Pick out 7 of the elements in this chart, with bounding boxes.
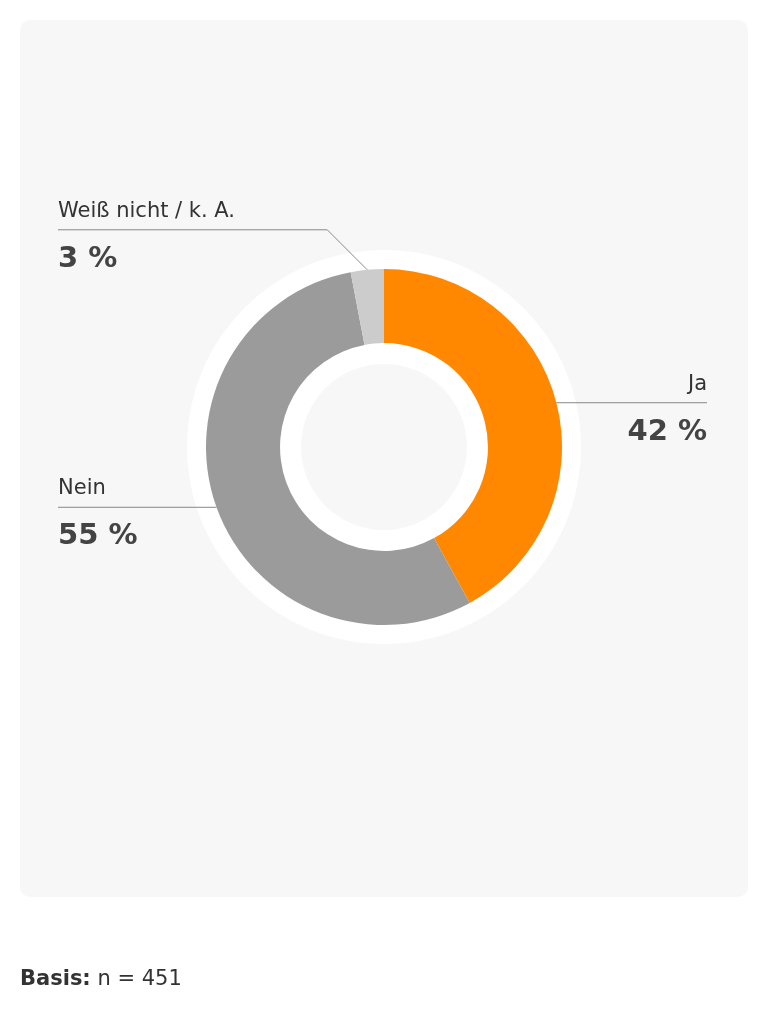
slice-label: Ja	[685, 370, 707, 395]
text: Basis: n = 451	[20, 966, 182, 990]
data-label: 55 %	[58, 517, 138, 552]
data-label: 42 %	[627, 412, 707, 447]
data-label: 3 %	[58, 239, 118, 274]
slice-label: Weiß nicht / k. A.	[58, 197, 236, 222]
slice-label: Nein	[58, 475, 106, 500]
